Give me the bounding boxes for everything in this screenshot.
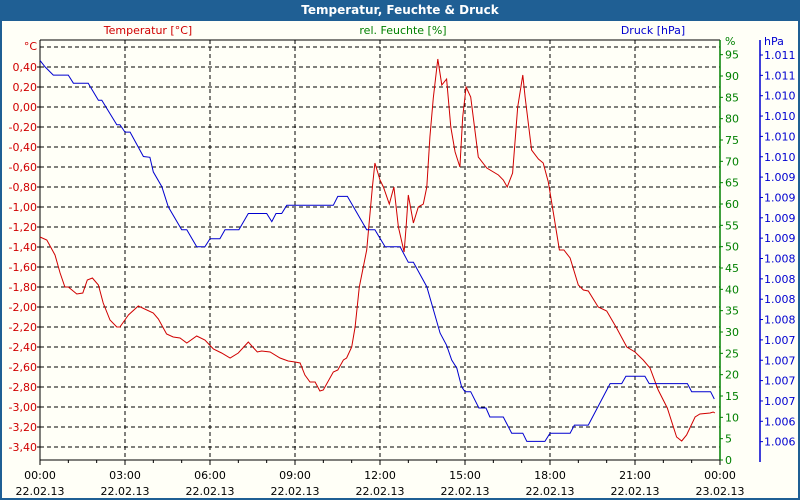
legend-pressure: Druck [hPa] [621, 24, 685, 37]
pressure-tick-label: 1.009 [764, 212, 796, 225]
pressure-tick-label: 1.010 [764, 110, 796, 123]
left-tick-label: -1,20 [9, 221, 37, 234]
left-tick-label: -3,00 [9, 401, 37, 414]
x-tick-time: 03:00 [109, 469, 141, 482]
left-tick-label: -0,60 [9, 161, 37, 174]
humidity-axis-unit: % [725, 35, 735, 48]
x-tick-time: 12:00 [364, 469, 396, 482]
humidity-tick-label: 30 [725, 326, 739, 339]
x-tick-time: 15:00 [449, 469, 481, 482]
left-tick-label: -1,00 [9, 201, 37, 214]
left-tick-label: -3,40 [9, 441, 37, 454]
left-axis-unit: °C [24, 40, 38, 53]
humidity-tick-label: 65 [725, 177, 739, 190]
series-line-temperatur [39, 58, 716, 442]
pressure-tick-label: 1.007 [764, 395, 796, 408]
humidity-tick-label: 0 [725, 454, 732, 467]
x-tick-date: 22.02.13 [186, 485, 235, 498]
pressure-axis-unit: hPa [764, 35, 784, 48]
left-tick-label: 0,00 [13, 101, 38, 114]
humidity-tick-label: 90 [725, 70, 739, 83]
pressure-tick-label: 1.011 [764, 49, 796, 62]
humidity-tick-label: 40 [725, 283, 739, 296]
pressure-tick-label: 1.008 [764, 253, 796, 266]
left-tick-label: -2,00 [9, 301, 37, 314]
left-tick-label: 0,20 [13, 81, 38, 94]
pressure-tick-label: 1.007 [764, 354, 796, 367]
left-tick-label: -2,60 [9, 361, 37, 374]
x-tick-time: 09:00 [279, 469, 311, 482]
x-tick-date: 22.02.13 [441, 485, 490, 498]
humidity-tick-label: 80 [725, 113, 739, 126]
left-tick-label: -1,40 [9, 241, 37, 254]
humidity-tick-label: 60 [725, 198, 739, 211]
x-tick-date: 22.02.13 [526, 485, 575, 498]
x-tick-date: 22.02.13 [356, 485, 405, 498]
pressure-tick-label: 1.007 [764, 334, 796, 347]
pressure-tick-label: 1.009 [764, 191, 796, 204]
humidity-tick-label: 10 [725, 411, 739, 424]
chart-area: 00:00 22.02.13 03:00 22.02.13 06:00 22.02.13 0… [2, 21, 798, 498]
humidity-tick-label: 70 [725, 155, 739, 168]
pressure-tick-label: 1.010 [764, 130, 796, 143]
x-tick-time: 21:00 [619, 469, 651, 482]
pressure-tick-label: 1.011 [764, 69, 796, 82]
x-tick-date: 22.02.13 [101, 485, 150, 498]
pressure-tick-label: 1.009 [764, 171, 796, 184]
pressure-tick-label: 1.010 [764, 151, 796, 164]
x-tick-date: 22.02.13 [611, 485, 660, 498]
chart-svg: 00:00 22.02.13 03:00 22.02.13 06:00 22.02.13 0… [9, 24, 796, 498]
pressure-tick-label: 1.008 [764, 273, 796, 286]
humidity-tick-label: 85 [725, 91, 739, 104]
left-tick-label: -1,80 [9, 281, 37, 294]
pressure-tick-label: 1.006 [764, 436, 796, 449]
x-tick-date: 22.02.13 [271, 485, 320, 498]
x-tick-time: 06:00 [194, 469, 226, 482]
left-tick-label: -2,20 [9, 321, 37, 334]
x-tick-date: 23.02.13 [696, 485, 745, 498]
humidity-tick-label: 75 [725, 134, 739, 147]
x-tick-time: 00:00 [24, 469, 56, 482]
humidity-tick-label: 50 [725, 241, 739, 254]
left-tick-label: -0,80 [9, 181, 37, 194]
pressure-tick-label: 1.008 [764, 293, 796, 306]
x-tick-time: 18:00 [534, 469, 566, 482]
left-tick-label: 0,40 [13, 61, 38, 74]
left-tick-label: -0,40 [9, 141, 37, 154]
pressure-tick-label: 1.010 [764, 90, 796, 103]
legend-humidity: rel. Feuchte [%] [359, 24, 446, 37]
pressure-tick-label: 1.006 [764, 415, 796, 428]
pressure-tick-label: 1.008 [764, 314, 796, 327]
left-tick-label: -2,40 [9, 341, 37, 354]
left-tick-label: -2,80 [9, 381, 37, 394]
legend-temperature: Temperatur [°C] [103, 24, 192, 37]
humidity-tick-label: 15 [725, 390, 739, 403]
humidity-tick-label: 55 [725, 219, 739, 232]
left-tick-label: -0,20 [9, 121, 37, 134]
pressure-tick-label: 1.007 [764, 375, 796, 388]
left-tick-label: -3,20 [9, 421, 37, 434]
humidity-tick-label: 95 [725, 49, 739, 62]
window-title: Temperatur, Feuchte & Druck [0, 0, 800, 20]
left-tick-label: -1,60 [9, 261, 37, 274]
pressure-tick-label: 1.009 [764, 232, 796, 245]
humidity-tick-label: 45 [725, 262, 739, 275]
humidity-tick-label: 25 [725, 347, 739, 360]
x-tick-time: 00:00 [704, 469, 736, 482]
series-line-druck [39, 60, 715, 442]
humidity-tick-label: 20 [725, 369, 739, 382]
humidity-tick-label: 5 [725, 433, 732, 446]
x-tick-date: 22.02.13 [16, 485, 65, 498]
humidity-tick-label: 35 [725, 305, 739, 318]
